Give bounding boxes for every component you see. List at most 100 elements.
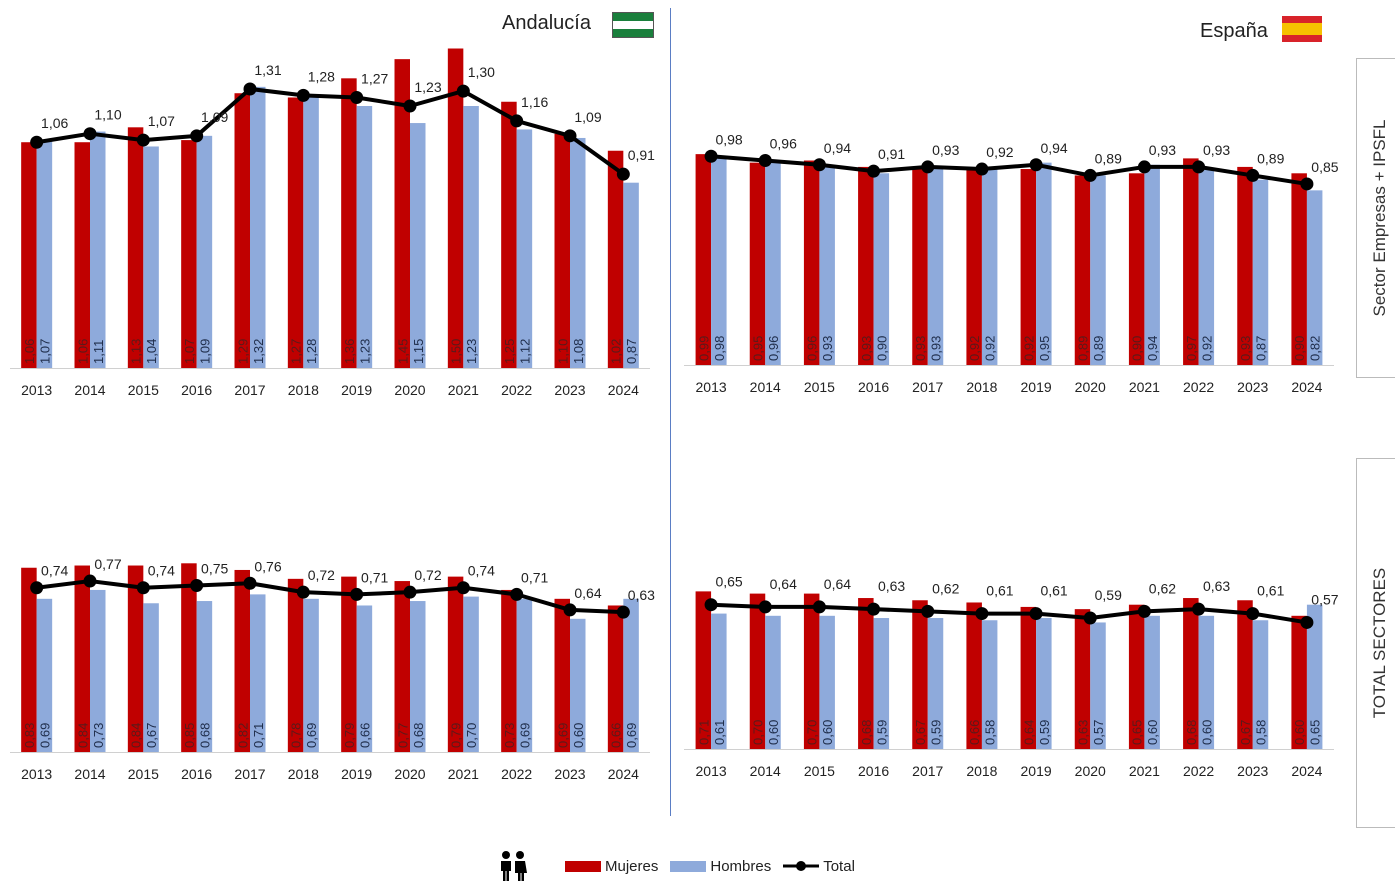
value-label-mujeres-2016: 1,07 <box>182 339 197 364</box>
total-point-2014 <box>758 154 772 168</box>
bar-mujeres-2024 <box>1291 173 1307 365</box>
value-label-hombres-2018: 0,58 <box>983 720 998 745</box>
total-point-2024 <box>616 605 630 619</box>
tick-label-2024: 2024 <box>608 382 639 398</box>
value-label-hombres-2022: 0,60 <box>1199 720 1214 745</box>
tick-label-2014: 2014 <box>750 763 781 779</box>
tick-label-2013: 2013 <box>696 379 727 395</box>
value-label-mujeres-2021: 0,90 <box>1130 336 1145 361</box>
tick-label-2017: 2017 <box>234 382 265 398</box>
value-label-hombres-2023: 0,58 <box>1254 720 1269 745</box>
total-point-2013 <box>30 135 44 149</box>
value-label-mujeres-2019: 0,79 <box>342 723 357 748</box>
bar-hombres-2022 <box>516 598 533 752</box>
value-label-hombres-2024: 0,82 <box>1308 336 1323 361</box>
value-label-mujeres-2021: 0,65 <box>1130 720 1145 745</box>
total-label-2015: 0,74 <box>148 563 175 579</box>
value-label-mujeres-2020: 0,89 <box>1076 336 1091 361</box>
value-label-hombres-2022: 0,92 <box>1199 336 1214 361</box>
value-label-mujeres-2017: 1,29 <box>235 339 250 364</box>
bar-hombres-2023 <box>570 618 586 752</box>
total-point-2023 <box>1246 168 1260 182</box>
total-point-2024 <box>1300 177 1314 191</box>
total-label-2018: 0,92 <box>986 144 1013 160</box>
total-label-2020: 0,59 <box>1095 587 1122 603</box>
bar-hombres-2023 <box>1252 179 1269 365</box>
bar-hombres-2022 <box>516 129 533 368</box>
bar-hombres-2014 <box>90 589 106 752</box>
bar-mujeres-2016 <box>858 166 874 365</box>
tick-label-2020: 2020 <box>1075 763 1106 779</box>
tick-label-2019: 2019 <box>341 382 372 398</box>
tick-label-2018: 2018 <box>288 382 319 398</box>
total-point-2020 <box>1083 168 1097 182</box>
total-point-2023 <box>563 603 577 617</box>
total-line <box>710 154 1308 186</box>
bar-mujeres-2014 <box>74 565 90 752</box>
tick-label-2022: 2022 <box>501 382 532 398</box>
value-label-mujeres-2018: 0,78 <box>289 723 304 748</box>
total-label-2022: 0,63 <box>1203 578 1230 594</box>
value-label-hombres-2015: 1,04 <box>144 339 159 364</box>
bar-hombres-2024 <box>623 182 639 368</box>
value-label-hombres-2013: 0,61 <box>712 720 727 745</box>
value-label-mujeres-2014: 0,70 <box>751 720 766 745</box>
total-point-2018 <box>975 607 989 621</box>
value-label-hombres-2020: 0,68 <box>411 723 426 748</box>
tick-label-2023: 2023 <box>554 382 585 398</box>
tick-label-2013: 2013 <box>21 766 52 782</box>
total-point-2018 <box>296 88 310 102</box>
total-label-2017: 0,62 <box>932 580 959 596</box>
bar-mujeres-2022 <box>501 101 517 368</box>
value-label-mujeres-2021: 0,79 <box>449 723 464 748</box>
legend-label-hombres: Hombres <box>710 857 772 875</box>
bar-mujeres-2014 <box>749 593 766 749</box>
value-label-hombres-2017: 0,71 <box>251 723 266 748</box>
value-label-mujeres-2019: 0,92 <box>1021 336 1036 361</box>
bar-mujeres-2017 <box>912 600 928 749</box>
value-label-hombres-2020: 1,15 <box>411 339 426 364</box>
total-label-2023: 0,89 <box>1257 150 1284 166</box>
value-label-hombres-2021: 1,23 <box>464 339 479 364</box>
bar-hombres-2024 <box>1306 604 1323 749</box>
total-label-2021: 0,74 <box>468 563 495 579</box>
tick-label-2023: 2023 <box>1237 763 1268 779</box>
bar-mujeres-2021 <box>447 576 464 752</box>
total-point-2015 <box>812 158 826 172</box>
legend-item-mujeres: Mujeres <box>565 858 658 875</box>
value-label-mujeres-2023: 0,93 <box>1238 336 1253 361</box>
bar-mujeres-2013 <box>695 591 712 749</box>
bar-hombres-2021 <box>1144 615 1160 749</box>
tick-label-2015: 2015 <box>128 766 159 782</box>
total-point-2018 <box>975 162 989 176</box>
bar-hombres-2018 <box>303 598 319 752</box>
tick-label-2018: 2018 <box>288 766 319 782</box>
value-label-mujeres-2020: 0,77 <box>395 723 410 748</box>
total-label-2021: 0,62 <box>1149 580 1176 596</box>
value-label-hombres-2016: 0,90 <box>874 336 889 361</box>
value-label-mujeres-2013: 0,71 <box>696 720 711 745</box>
total-label-2024: 0,57 <box>1311 591 1338 607</box>
value-label-mujeres-2013: 0,99 <box>696 336 711 361</box>
value-label-mujeres-2016: 0,93 <box>859 336 874 361</box>
tick-label-2016: 2016 <box>858 763 889 779</box>
value-label-hombres-2014: 0,60 <box>766 720 781 745</box>
value-label-hombres-2013: 0,98 <box>712 336 727 361</box>
bar-mujeres-2016 <box>181 140 197 368</box>
bar-mujeres-2015 <box>127 565 144 752</box>
value-label-hombres-2015: 0,93 <box>820 336 835 361</box>
people-icon <box>501 851 527 881</box>
total-label-2013: 0,98 <box>715 131 742 147</box>
bar-hombres-2024 <box>1306 190 1323 365</box>
bar-mujeres-2024 <box>607 150 624 368</box>
bar-mujeres-2014 <box>74 142 90 368</box>
value-label-hombres-2016: 0,68 <box>197 723 212 748</box>
value-label-hombres-2017: 1,32 <box>251 339 266 364</box>
total-label-2013: 0,65 <box>715 574 742 590</box>
tick-label-2015: 2015 <box>804 763 835 779</box>
value-label-mujeres-2023: 0,69 <box>555 723 570 748</box>
tick-label-2019: 2019 <box>1021 763 1052 779</box>
total-label-2019: 0,94 <box>1040 140 1067 156</box>
